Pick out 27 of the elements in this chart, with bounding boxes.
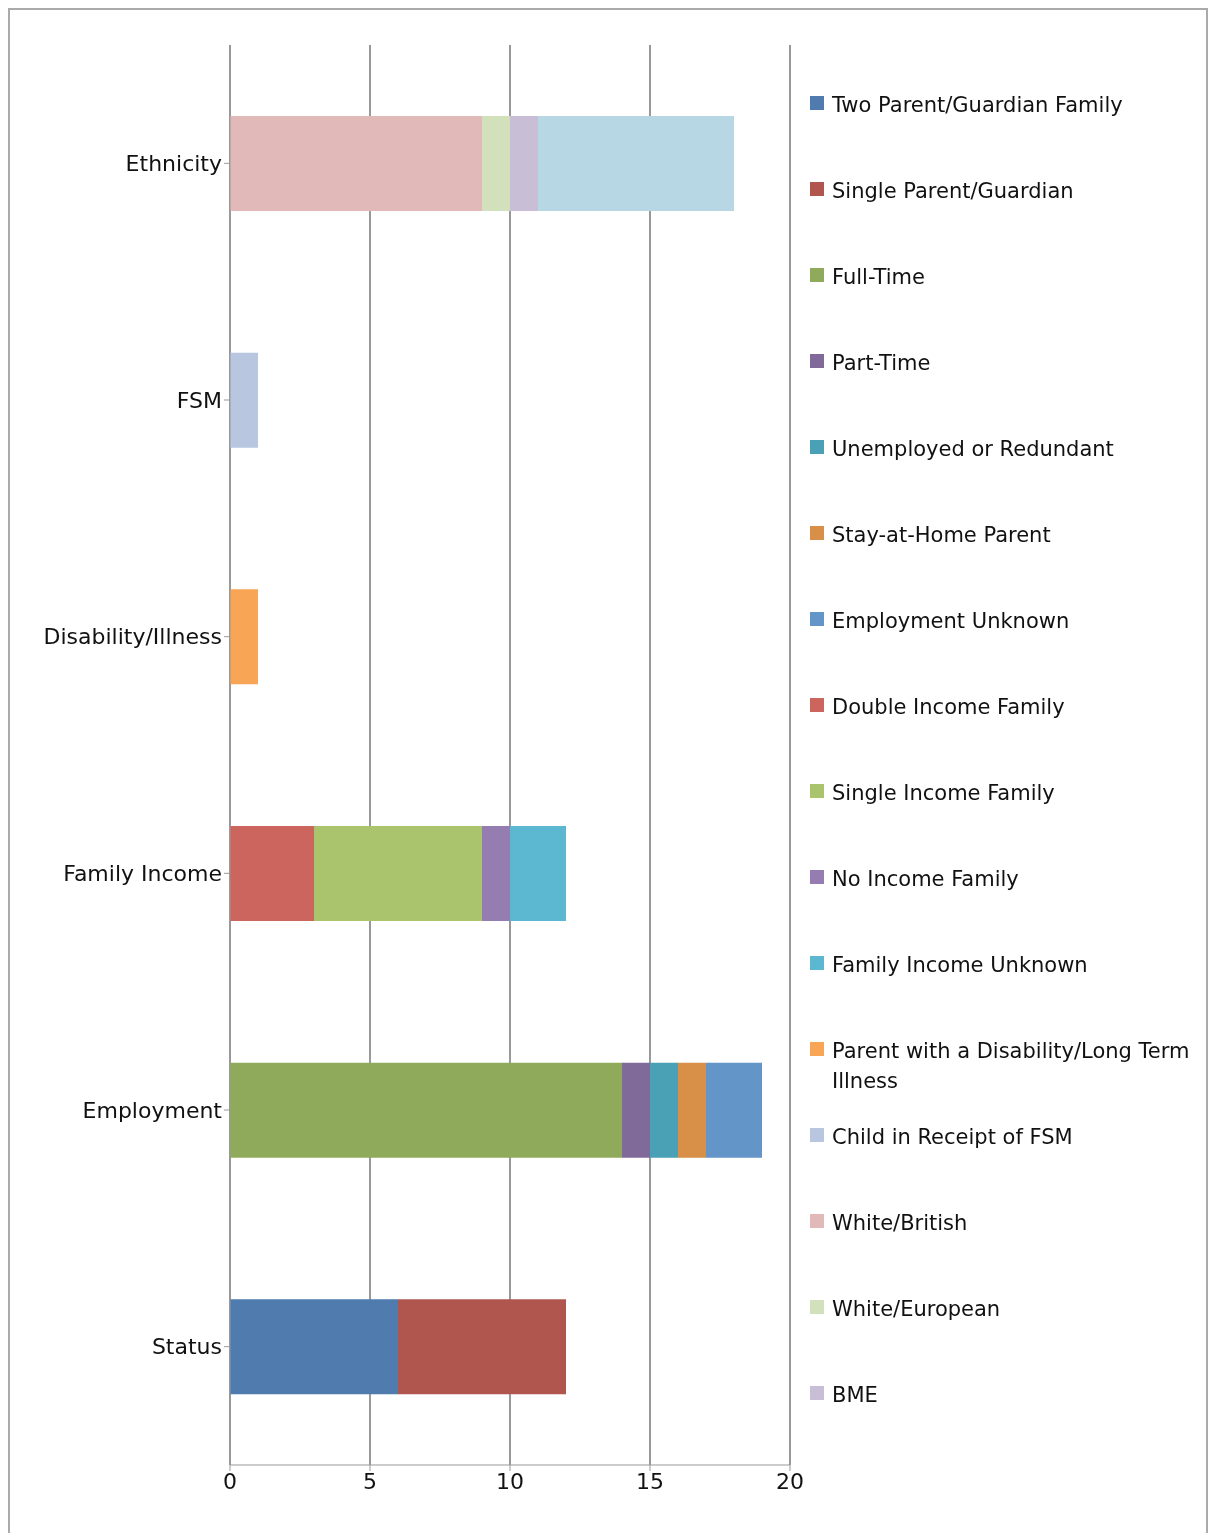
legend-label: Single Parent/Guardian — [832, 178, 1074, 205]
legend-label: Single Income Family — [832, 780, 1055, 807]
legend-label: Unemployed or Redundant — [832, 436, 1114, 463]
y-tick-label: Ethnicity — [125, 151, 222, 177]
legend-label: Employment Unknown — [832, 608, 1070, 635]
legend-label: Parent with a Disability/Long Term Illness — [832, 1038, 1190, 1095]
legend-label: Child in Receipt of FSM — [832, 1124, 1073, 1151]
y-tick-label: Disability/Illness — [43, 624, 222, 650]
legend-label: Full-Time — [832, 264, 925, 291]
legend-label: White/British — [832, 1210, 968, 1237]
x-tick-label: 15 — [636, 1468, 664, 1494]
legend-label: BME — [832, 1382, 878, 1409]
legend-label: Double Income Family — [832, 694, 1065, 721]
legend-label: Part-Time — [832, 350, 931, 377]
legend-label: White/European — [832, 1296, 1001, 1323]
y-tick-label: Status — [151, 1334, 222, 1360]
legend-label: Stay-at-Home Parent — [832, 522, 1051, 549]
legend-label: No Income Family — [832, 866, 1019, 893]
y-tick-label: Employment — [82, 1097, 223, 1123]
x-tick-label: 0 — [223, 1468, 237, 1494]
y-tick-label: Family Income — [63, 861, 222, 887]
x-tick-label: 20 — [776, 1468, 804, 1494]
y-tick-label: FSM — [176, 387, 222, 413]
legend-label: Family Income Unknown — [832, 952, 1088, 979]
legend-label: Two Parent/Guardian Family — [832, 92, 1123, 119]
x-tick-label: 5 — [363, 1468, 377, 1494]
x-tick-label: 10 — [496, 1468, 524, 1494]
